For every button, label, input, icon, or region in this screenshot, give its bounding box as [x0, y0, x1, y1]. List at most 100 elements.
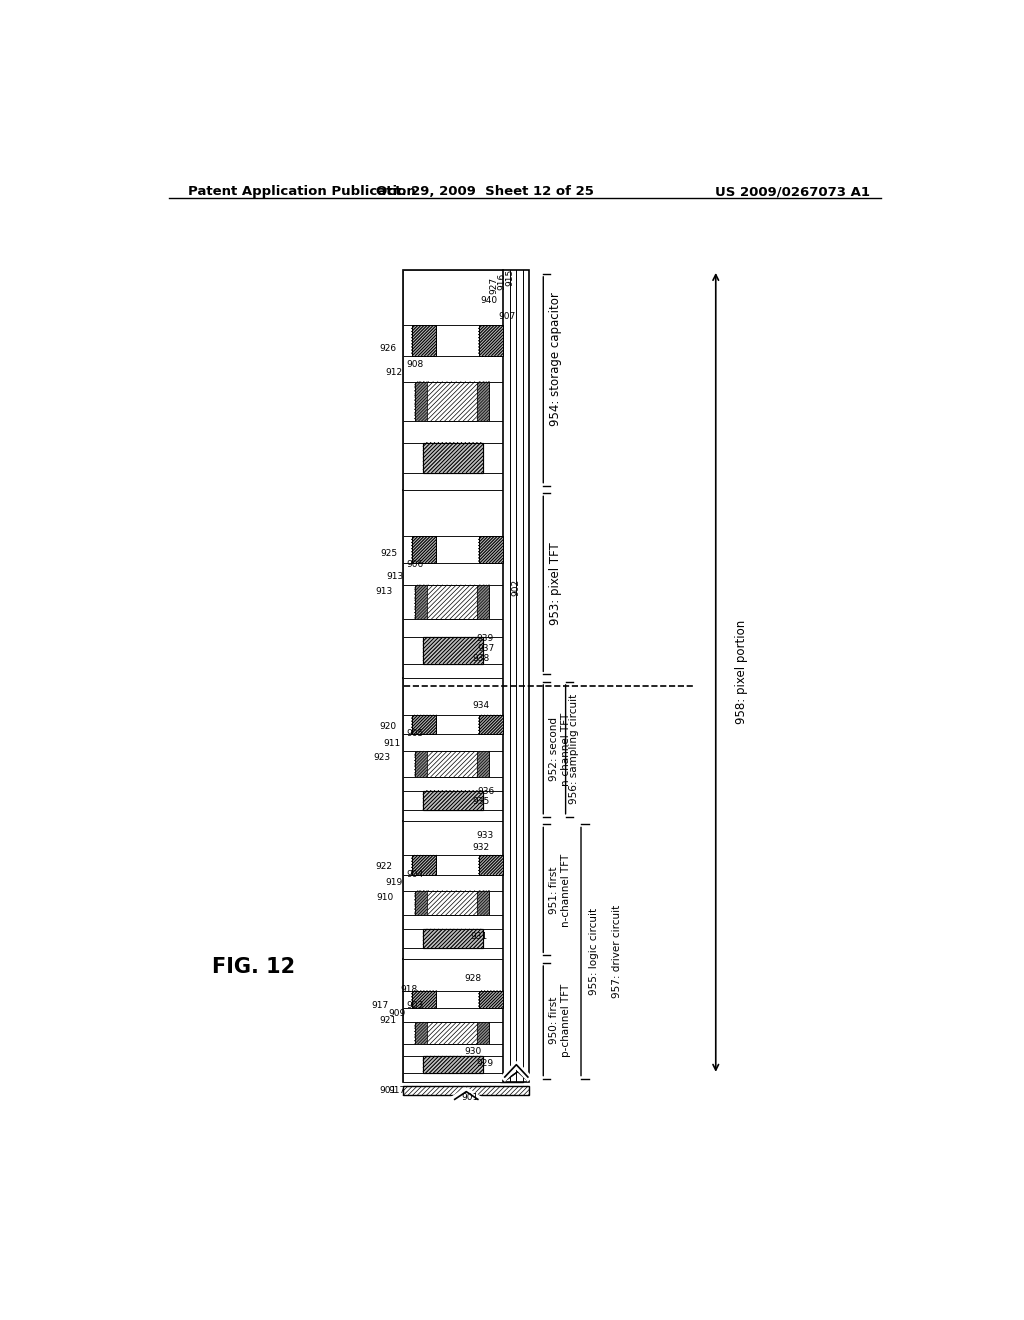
Bar	[403, 960, 503, 1082]
Bar	[403, 619, 503, 638]
Text: 904: 904	[407, 870, 423, 879]
Text: 903: 903	[407, 1001, 423, 1010]
Bar	[423, 929, 483, 949]
Bar	[403, 355, 503, 381]
Bar	[423, 1056, 483, 1073]
Bar	[423, 442, 483, 473]
Bar	[403, 810, 503, 821]
Bar	[415, 891, 427, 915]
Bar	[478, 536, 503, 562]
Bar	[478, 536, 503, 562]
Bar	[412, 855, 436, 875]
Bar	[403, 734, 503, 751]
Text: US 2009/0267073 A1: US 2009/0267073 A1	[715, 185, 869, 198]
Bar	[403, 1056, 503, 1073]
Text: 917: 917	[388, 1086, 406, 1096]
Bar	[500, 281, 523, 1082]
Bar	[403, 791, 503, 810]
Bar	[478, 991, 503, 1007]
Bar	[423, 929, 483, 949]
Bar	[412, 536, 436, 562]
Bar	[403, 915, 503, 929]
Text: 919: 919	[385, 878, 402, 887]
Text: 917: 917	[372, 1001, 389, 1010]
Text: 921: 921	[379, 1016, 396, 1026]
Text: 927: 927	[489, 277, 499, 294]
Text: 913: 913	[375, 587, 392, 597]
Bar	[403, 891, 503, 915]
Bar	[403, 1022, 503, 1044]
Bar	[403, 960, 503, 991]
Text: Oct. 29, 2009  Sheet 12 of 25: Oct. 29, 2009 Sheet 12 of 25	[376, 185, 594, 198]
Text: 902: 902	[511, 579, 520, 597]
Text: 928: 928	[465, 974, 481, 983]
Text: 958: pixel portion: 958: pixel portion	[735, 620, 748, 725]
Text: 913: 913	[387, 572, 404, 581]
Bar	[423, 791, 483, 810]
Bar	[415, 585, 489, 619]
Bar	[415, 891, 489, 915]
Bar	[403, 991, 503, 1007]
Bar	[415, 751, 427, 776]
Bar	[403, 1044, 503, 1056]
Text: 918: 918	[400, 986, 418, 994]
Bar	[412, 536, 436, 562]
Text: 910: 910	[376, 894, 393, 902]
Text: 937: 937	[477, 644, 495, 653]
Bar	[403, 585, 503, 619]
Bar	[403, 381, 503, 421]
Bar	[403, 751, 503, 776]
Bar	[478, 715, 503, 734]
Bar	[477, 751, 489, 776]
Text: 953: pixel TFT: 953: pixel TFT	[550, 543, 562, 626]
Text: 906: 906	[407, 560, 423, 569]
Text: 912: 912	[385, 367, 402, 376]
Bar	[478, 715, 503, 734]
Text: 957: driver circuit: 957: driver circuit	[611, 906, 622, 998]
Bar	[478, 855, 503, 875]
Text: 909: 909	[388, 1008, 406, 1018]
Text: 955: logic circuit: 955: logic circuit	[589, 908, 599, 995]
Bar	[403, 1086, 529, 1096]
Text: 932: 932	[472, 843, 489, 851]
Bar	[412, 855, 436, 875]
Bar	[403, 821, 503, 855]
Bar	[403, 490, 503, 536]
Bar	[412, 715, 436, 734]
Bar	[478, 855, 503, 875]
Bar	[403, 271, 503, 490]
Bar	[403, 678, 503, 715]
Bar	[477, 381, 489, 421]
Text: 911: 911	[383, 739, 400, 747]
Text: 939: 939	[476, 634, 494, 643]
Bar	[423, 1056, 483, 1073]
Text: 901: 901	[379, 1086, 396, 1096]
Bar	[412, 991, 436, 1007]
Bar	[403, 855, 503, 875]
Text: 907: 907	[499, 312, 516, 321]
Text: 905: 905	[407, 730, 423, 738]
Bar	[503, 271, 529, 1082]
Text: 940: 940	[481, 297, 498, 305]
Text: 951: first
n-channel TFT: 951: first n-channel TFT	[550, 853, 571, 927]
Bar	[412, 715, 436, 734]
Bar	[412, 326, 436, 355]
Text: 915: 915	[505, 269, 514, 286]
Text: 956: sampling circuit: 956: sampling circuit	[569, 694, 580, 804]
Bar	[403, 929, 503, 949]
Bar	[403, 490, 503, 678]
Bar	[423, 638, 483, 664]
Text: 938: 938	[472, 655, 489, 664]
Text: 926: 926	[379, 345, 396, 354]
Bar	[415, 381, 489, 421]
Bar	[415, 381, 427, 421]
Text: 935: 935	[472, 797, 489, 805]
Bar	[423, 638, 483, 664]
Bar	[477, 585, 489, 619]
Bar	[403, 562, 503, 585]
Bar	[415, 751, 489, 776]
Text: FIG. 12: FIG. 12	[212, 957, 295, 977]
Text: 954: storage capacitor: 954: storage capacitor	[550, 292, 562, 425]
Text: 930: 930	[465, 1047, 482, 1056]
Text: 922: 922	[376, 862, 392, 871]
